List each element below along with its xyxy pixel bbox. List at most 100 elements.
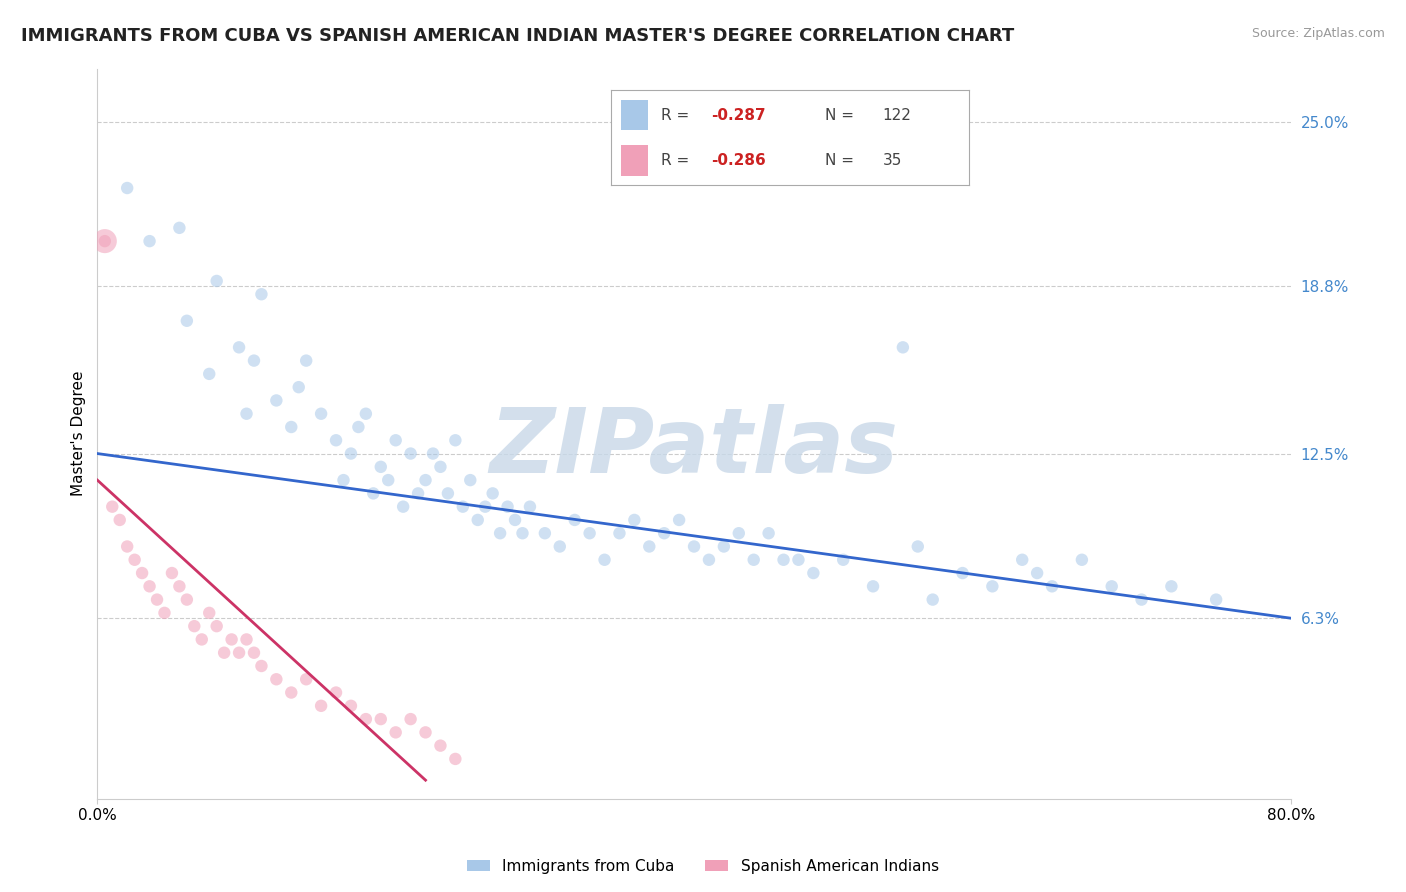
Point [228,646,250,660]
Point [108,513,131,527]
Point [503,513,526,527]
Point [138,234,160,248]
Point [280,420,302,434]
Point [668,513,690,527]
Point [437,486,460,500]
Point [205,619,228,633]
Point [519,500,541,514]
Point [399,712,422,726]
Point [309,407,332,421]
Point [921,592,943,607]
Point [384,434,406,448]
Point [787,553,810,567]
Point [451,500,474,514]
Point [772,553,794,567]
Point [444,752,467,766]
Point [593,553,616,567]
Point [191,632,214,647]
Point [183,619,205,633]
Point [198,606,221,620]
Point [1130,592,1153,607]
Point [295,673,318,687]
Point [340,446,363,460]
Point [243,353,266,368]
Point [221,632,243,647]
Point [1040,579,1063,593]
Point [169,579,191,593]
Point [1026,566,1049,580]
Point [354,407,377,421]
Point [512,526,534,541]
Point [981,579,1004,593]
Point [115,540,138,554]
Point [370,459,392,474]
Point [115,181,138,195]
Point [235,407,257,421]
Point [891,340,914,354]
Point [1101,579,1123,593]
Point [623,513,645,527]
Point [250,287,273,301]
Text: IMMIGRANTS FROM CUBA VS SPANISH AMERICAN INDIAN MASTER'S DEGREE CORRELATION CHAR: IMMIGRANTS FROM CUBA VS SPANISH AMERICAN… [21,27,1014,45]
Point [101,500,124,514]
Point [481,486,503,500]
Point [548,540,571,554]
Point [907,540,929,554]
Point [496,500,519,514]
Point [429,739,451,753]
Point [340,698,363,713]
Point [325,434,347,448]
Point [198,367,221,381]
Point [742,553,765,567]
Point [250,659,273,673]
Point [235,632,257,647]
Point [94,234,117,248]
Point [399,446,422,460]
Point [266,393,288,408]
Point [1205,592,1227,607]
Point [444,434,467,448]
Point [534,526,557,541]
Point [609,526,631,541]
Point [295,353,318,368]
Point [228,340,250,354]
Point [415,725,437,739]
Point [138,579,160,593]
Point [727,526,749,541]
Point [422,446,444,460]
Legend: Immigrants from Cuba, Spanish American Indians: Immigrants from Cuba, Spanish American I… [461,853,945,880]
Point [176,314,198,328]
Point [1011,553,1033,567]
Point [384,725,406,739]
Point [370,712,392,726]
Point [758,526,780,541]
Point [697,553,720,567]
Point [638,540,661,554]
Point [280,685,302,699]
Point [862,579,884,593]
Point [287,380,309,394]
Point [146,592,169,607]
Point [474,500,496,514]
Point [212,646,235,660]
Point [354,712,377,726]
Point [832,553,855,567]
Point [1070,553,1092,567]
Point [124,553,146,567]
Point [176,592,198,607]
Point [458,473,481,487]
Point [243,646,266,660]
Point [309,698,332,713]
Text: ZIPatlas: ZIPatlas [489,404,898,492]
Y-axis label: Master's Degree: Master's Degree [72,371,86,496]
Point [652,526,675,541]
Point [564,513,586,527]
Point [325,685,347,699]
Point [392,500,415,514]
Point [377,473,399,487]
Point [266,673,288,687]
Point [363,486,385,500]
Point [131,566,153,580]
Text: Source: ZipAtlas.com: Source: ZipAtlas.com [1251,27,1385,40]
Point [429,459,451,474]
